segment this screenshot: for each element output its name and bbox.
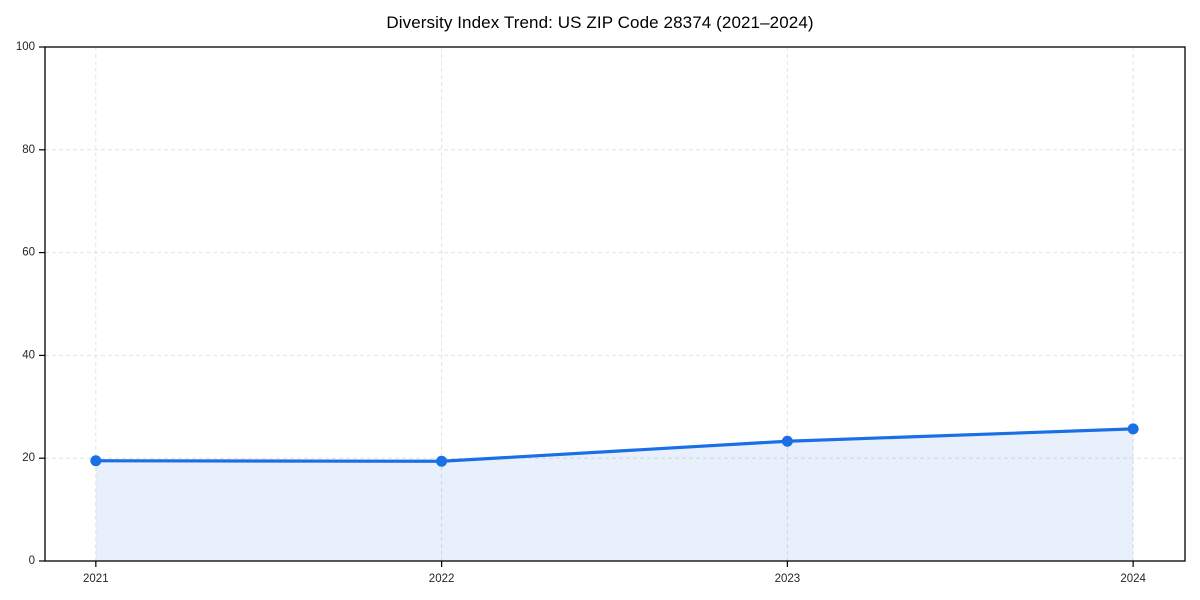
y-tick-label: 100 — [16, 41, 35, 53]
y-tick-label: 60 — [22, 247, 35, 259]
y-tick-label: 40 — [22, 349, 35, 361]
x-tick-label: 2022 — [429, 573, 455, 585]
area-fill — [95, 428, 1134, 561]
data-point-2024 — [1127, 423, 1139, 435]
y-tick-label: 20 — [22, 452, 35, 464]
data-point-2022 — [436, 455, 448, 467]
x-tick-label: 2023 — [775, 573, 801, 585]
data-point-2023 — [781, 435, 793, 447]
chart-title: Diversity Index Trend: US ZIP Code 28374… — [386, 13, 814, 32]
x-tick-label: 2024 — [1120, 573, 1146, 585]
x-tick-label: 2021 — [83, 573, 109, 585]
y-tick-label: 80 — [22, 144, 35, 156]
y-tick-label: 0 — [29, 555, 35, 567]
data-point-2021 — [90, 455, 102, 467]
plot-border — [44, 46, 1186, 562]
series-line — [94, 427, 1135, 463]
